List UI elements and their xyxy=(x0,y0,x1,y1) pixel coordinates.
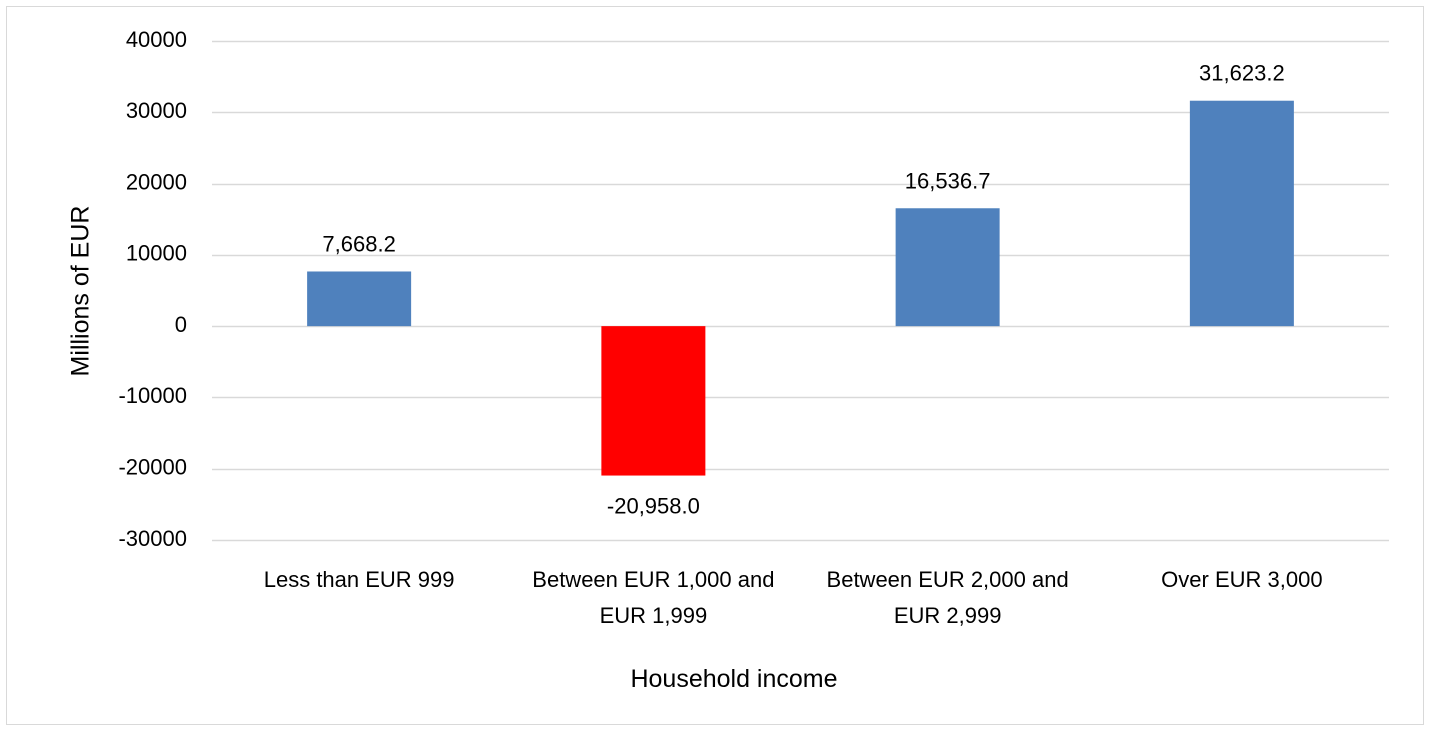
y-axis-title: Millions of EUR xyxy=(67,206,95,377)
y-tick-label: -30000 xyxy=(118,526,187,551)
bar xyxy=(1189,100,1294,327)
data-label: 7,668.2 xyxy=(322,231,395,256)
bar xyxy=(895,208,1000,327)
x-axis-title: Household income xyxy=(630,665,837,693)
data-label: -20,958.0 xyxy=(607,494,700,519)
data-label: 16,536.7 xyxy=(905,168,991,193)
x-tick-label: Between EUR 2,000 and xyxy=(827,567,1069,592)
y-tick-label: 0 xyxy=(175,312,187,337)
x-tick-label: EUR 2,999 xyxy=(894,603,1002,628)
x-tick-label: Between EUR 1,000 and xyxy=(532,567,774,592)
x-tick-label: Less than EUR 999 xyxy=(264,567,455,592)
y-tick-label: 20000 xyxy=(126,169,187,194)
y-axis-ticks: 40000 30000 20000 10000 0 -10000 -20000 -30000 xyxy=(118,27,187,551)
y-tick-label: 40000 xyxy=(126,27,187,52)
x-tick-label: EUR 1,999 xyxy=(600,603,708,628)
data-label: 31,623.2 xyxy=(1199,61,1285,86)
data-labels: 7,668.2 -20,958.0 16,536.7 31,623.2 xyxy=(322,61,1284,519)
y-tick-label: 10000 xyxy=(126,241,187,266)
bar xyxy=(307,271,412,327)
y-tick-label: 30000 xyxy=(126,98,187,123)
x-axis-ticks: Less than EUR 999 Between EUR 1,000 and EU… xyxy=(264,567,1323,628)
y-tick-label: -10000 xyxy=(118,383,187,408)
y-tick-label: -20000 xyxy=(118,455,187,480)
bar xyxy=(601,326,706,476)
chart-frame xyxy=(6,6,1424,725)
x-tick-label: Over EUR 3,000 xyxy=(1161,567,1322,592)
bars xyxy=(307,100,1294,476)
